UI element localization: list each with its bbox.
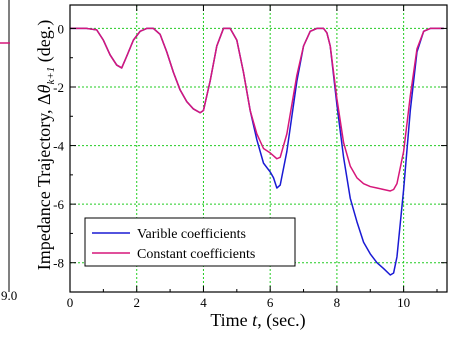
legend-label-2: Constant coefficients [137,247,255,262]
x-tick-label: 4 [200,295,207,310]
y-axis-label-theta: θ [34,84,54,93]
y-axis-label-suffix: (deg.) [34,20,55,67]
left-panel-tick-label: 9.0 [1,288,17,303]
x-axis-label-var: t [252,310,258,330]
x-axis-label-suffix: , (sec.) [257,310,305,331]
x-axis-label: Time t, (sec.) [210,310,305,331]
series-lines [70,27,444,276]
legend-label-1: Varible coefficients [137,227,246,242]
x-tick-label: 8 [334,295,341,310]
y-tick-label: -4 [53,139,64,154]
y-axis-label-subscript: k+1 [45,67,57,85]
legend-box [84,217,296,267]
plot-frame [69,4,448,293]
plot-border [69,4,448,293]
y-tick-label: -8 [53,256,64,271]
x-axis-label-prefix: Time [210,310,252,330]
series-line-2 [70,27,444,192]
y-tick-label: -2 [53,80,64,95]
x-tick-label: 6 [267,295,274,310]
y-axis-label-prefix: Impedance Trajectory, Δ [34,93,54,270]
axis-ticks: 0 2 4 6 8 10 0 -2 -4 -6 -8 [53,5,447,310]
legend: Varible coefficients Constant coefficient… [84,217,296,267]
x-tick-label: 10 [397,295,410,310]
y-tick-label: -6 [53,197,64,212]
y-tick-label: 0 [58,21,65,36]
y-axis-label: Impedance Trajectory, Δθk+1 (deg.) [34,20,57,271]
x-tick-label: 0 [67,295,74,310]
x-tick-label: 2 [133,295,140,310]
